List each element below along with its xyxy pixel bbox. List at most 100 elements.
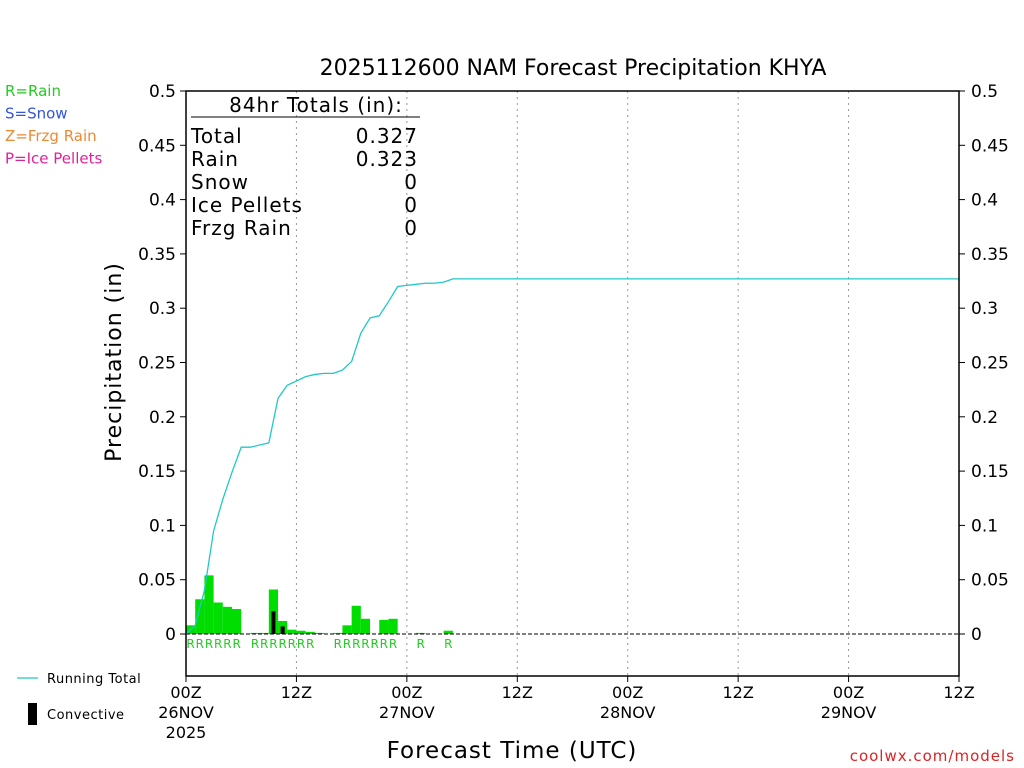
x-tick-label: 12Z — [722, 683, 753, 702]
y-tick-label-right: 0.05 — [971, 571, 1009, 591]
y-tick-label-right: 0.3 — [971, 299, 998, 319]
x-tick-label: 00Z — [833, 683, 864, 702]
ptype-mark: R — [205, 637, 213, 651]
totals-row-label: Ice Pellets — [191, 193, 303, 217]
y-tick-label-right: 0.1 — [971, 516, 998, 536]
precip-bars — [186, 575, 453, 634]
x-tick-label: 00Z — [612, 683, 643, 702]
convective-bars — [271, 611, 285, 634]
y-axis-label: Precipitation (in) — [102, 262, 127, 462]
ptype-legend-item: P=Ice Pellets — [5, 150, 102, 168]
precip-bar — [222, 606, 233, 634]
y-tick-label-right: 0.45 — [971, 136, 1009, 156]
y-tick-label-right: 0 — [971, 625, 982, 645]
ptype-mark: R — [444, 637, 452, 651]
y-tick-label-left: 0.05 — [138, 571, 176, 591]
precip-bar — [296, 630, 306, 634]
ptype-legend: R=Rain S=Snow Z=Frzg Rain P=Ice Pellets — [5, 82, 102, 168]
x-tick-label: 00Z — [170, 683, 201, 702]
credit-text: coolwx.com/models — [850, 747, 1015, 765]
series-legend-label: Running Total — [47, 672, 141, 687]
running-total-line — [185, 278, 959, 635]
totals-row-label: Frzg Rain — [191, 216, 292, 240]
y-tick-label-left: 0.45 — [138, 136, 176, 156]
x-tick-label: 00Z — [391, 683, 422, 702]
x-tick-label: 12Z — [943, 683, 974, 702]
y-tick-label-left: 0.15 — [138, 462, 176, 482]
totals-row-value: 0 — [404, 170, 418, 194]
totals-row-value: 0.327 — [356, 124, 418, 148]
y-tick-label-right: 0.35 — [971, 245, 1009, 265]
series-legend-label: Convective — [47, 708, 125, 723]
precip-bar — [204, 575, 214, 634]
precip-bar — [287, 629, 297, 634]
ptype-mark: R — [352, 637, 360, 651]
ptype-mark: R — [214, 637, 222, 651]
ptype-legend-item: Z=Frzg Rain — [5, 127, 97, 145]
precip-bar — [232, 609, 242, 634]
y-tick-label-right: 0.15 — [971, 462, 1009, 482]
ptype-mark: R — [223, 637, 231, 651]
ptype-mark: R — [186, 637, 194, 651]
precip-bar — [351, 605, 361, 634]
ptype-mark: R — [389, 637, 397, 651]
totals-box: 84hr Totals (in): Total 0.327 Rain 0.323 Snow… — [190, 93, 420, 240]
y-tick-label-left: 0.25 — [138, 354, 176, 374]
precip-bar — [388, 618, 398, 634]
ptype-mark: R — [370, 637, 378, 651]
x-tick-label: 12Z — [502, 683, 533, 702]
precip-bar — [314, 632, 325, 634]
ptype-mark: R — [416, 637, 424, 651]
precip-bar — [416, 632, 426, 634]
totals-row-label: Snow — [191, 170, 249, 194]
convective-legend-swatch — [28, 703, 37, 725]
ptype-mark: R — [232, 637, 240, 651]
series-legend: Running Total Convective — [17, 672, 141, 725]
y-tick-label-left: 0.35 — [138, 245, 176, 265]
ptype-mark: R — [334, 637, 342, 651]
y-tick-label-left: 0.5 — [149, 82, 176, 102]
totals-row-value: 0.323 — [356, 147, 418, 171]
x-tick-label: 28NOV — [600, 703, 656, 722]
x-tick-label: 2025 — [166, 723, 207, 742]
x-tick-label: 29NOV — [821, 703, 877, 722]
y-tick-label-left: 0.1 — [149, 516, 176, 536]
y-tick-label-right: 0.2 — [971, 408, 998, 428]
ptype-mark: R — [361, 637, 369, 651]
ptype-mark: R — [251, 637, 259, 651]
x-tick-label: 26NOV — [158, 703, 214, 722]
y-axis-right: 0 0.05 0.1 0.15 0.2 0.25 0.3 0.35 0.4 0.45 0.5 — [959, 82, 1009, 645]
ptype-mark: R — [269, 637, 277, 651]
totals-header: 84hr Totals (in): — [229, 93, 403, 117]
y-tick-label-left: 0.2 — [149, 408, 176, 428]
ptype-mark: R — [288, 637, 296, 651]
ptype-mark: R — [196, 637, 204, 651]
y-axis-left: 0 0.05 0.1 0.15 0.2 0.25 0.3 0.35 0.4 0.45 0.5 — [138, 82, 186, 645]
y-tick-label-right: 0.5 — [971, 82, 998, 102]
ptype-mark: R — [306, 637, 314, 651]
precip-bar — [250, 632, 260, 634]
precip-bar — [305, 631, 315, 634]
precip-bar — [259, 632, 269, 634]
y-tick-label-left: 0.4 — [149, 191, 176, 211]
precip-bar — [333, 632, 343, 634]
ptype-mark: R — [297, 637, 305, 651]
x-tick-label: 12Z — [281, 683, 312, 702]
x-gridlines — [295, 91, 850, 676]
ptype-mark: R — [343, 637, 351, 651]
ptype-legend-item: R=Rain — [5, 82, 61, 100]
y-tick-label-right: 0.25 — [971, 354, 1009, 374]
x-axis-label: Forecast Time (UTC) — [387, 738, 638, 764]
precip-bar — [443, 630, 453, 634]
totals-row-value: 0 — [404, 216, 418, 240]
precip-bar — [213, 602, 223, 634]
convective-bar — [271, 611, 276, 634]
precip-bar — [195, 599, 205, 634]
plot-frame — [185, 90, 960, 677]
chart-title: 2025112600 NAM Forecast Precipitation KH… — [320, 56, 827, 81]
precip-bar — [342, 625, 352, 634]
totals-row-label: Total — [190, 124, 243, 148]
